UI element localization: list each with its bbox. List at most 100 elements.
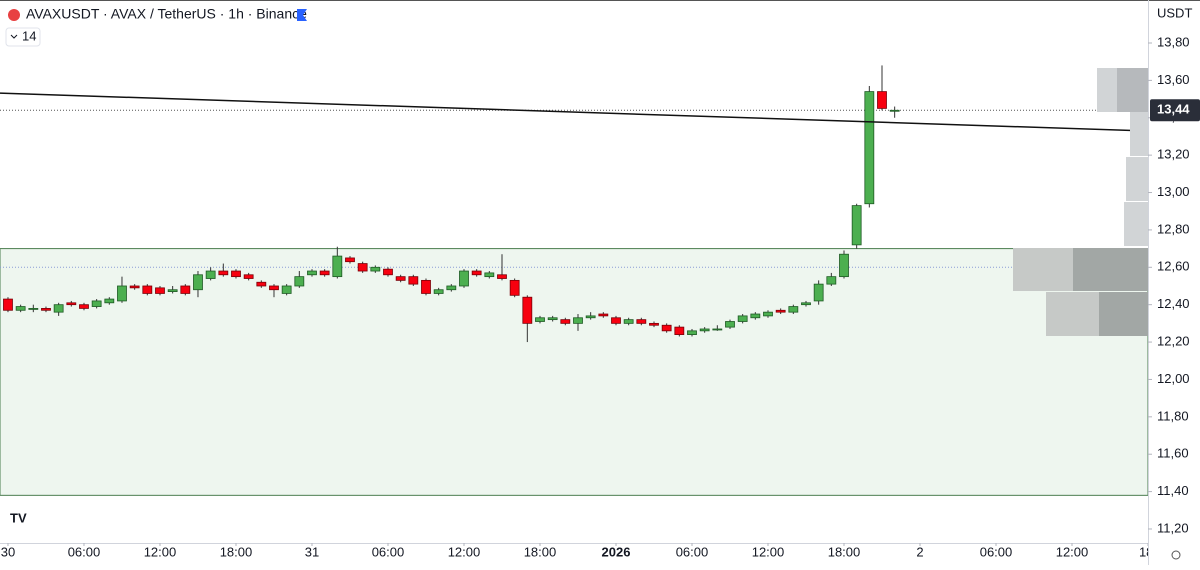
candle-body [256, 281, 267, 287]
candle-body [623, 319, 634, 324]
chevron [10, 34, 18, 39]
candle-body [750, 313, 761, 319]
candle-body [598, 313, 609, 317]
candle-body [535, 317, 545, 322]
candle-body [725, 321, 735, 328]
x-tick-label: 18: [1139, 544, 1157, 559]
candle-body [864, 91, 875, 205]
candle-body [218, 270, 229, 276]
currency-label: USDT [1157, 5, 1192, 20]
y-tick-label: 13,80 [1157, 34, 1190, 49]
y-tick-label: 12,00 [1157, 371, 1190, 386]
candle-body [826, 276, 837, 285]
candle-body [687, 330, 697, 335]
y-tick-label: 11,20 [1157, 520, 1189, 535]
x-tick-label: 06:00 [980, 544, 1013, 559]
candle-body [129, 285, 140, 289]
candle-body [611, 317, 621, 324]
settings-icon[interactable] [1171, 550, 1181, 560]
plot-area [0, 65, 1148, 496]
candle-body [889, 109, 900, 112]
y-tick-label: 12,60 [1157, 259, 1190, 274]
candle-body [104, 298, 115, 304]
candle-body [788, 306, 799, 313]
candle-body [674, 326, 685, 335]
indicator-box[interactable] [5, 27, 41, 47]
candle-body [357, 263, 368, 272]
candle-body [459, 270, 469, 287]
candle-body [484, 272, 495, 278]
x-tick-label: 18:00 [524, 544, 557, 559]
indicator-label: 14 [22, 28, 36, 43]
candle-body [801, 302, 811, 306]
candle-body [281, 285, 292, 294]
x-tick-label: 30 [1, 544, 15, 559]
y-tick-label: 12,20 [1157, 333, 1190, 348]
x-tick-label: 2 [916, 544, 923, 559]
candle-body [649, 322, 659, 326]
candle-body [370, 266, 381, 272]
zone [0, 248, 1148, 496]
x-tick-label: 18:00 [828, 544, 861, 559]
candle-body [307, 270, 317, 276]
candle-body [712, 328, 723, 331]
volume-profile [1013, 68, 1148, 336]
candle-body [522, 296, 533, 324]
x-tick-label: 18:00 [220, 544, 253, 559]
candle-body [699, 328, 710, 332]
y-tick-label: 11,60 [1157, 446, 1189, 461]
x-tick-label: 12:00 [1056, 544, 1089, 559]
candle-body [79, 304, 89, 309]
candle-body [877, 91, 887, 109]
candle-body [509, 279, 520, 296]
y-tick-label: 13,60 [1157, 72, 1190, 87]
candle-body [421, 279, 431, 294]
candle-body [319, 270, 330, 276]
candle-body [15, 306, 26, 311]
y-tick-label: 13,00 [1157, 184, 1190, 199]
candle-body [53, 304, 64, 313]
y-tick-label: 12,80 [1157, 221, 1190, 236]
candle-body [243, 274, 254, 279]
candle-body [66, 302, 77, 306]
candle-body [763, 311, 773, 317]
candle-body [471, 270, 482, 276]
candle-body [180, 285, 191, 294]
x-tick-label: 06:00 [372, 544, 405, 559]
symbol-title: AVAXUSDT · AVAX / TetherUS · 1h · Binanc… [26, 6, 307, 22]
candle-body [117, 285, 127, 302]
candle-body [433, 289, 444, 294]
y-tick-label: 13,20 [1157, 147, 1190, 162]
x-tick-label: 12:00 [448, 544, 481, 559]
candle-body [813, 283, 824, 302]
candle-body [345, 257, 355, 263]
candle-body [573, 317, 583, 324]
x-tick-label: 12:00 [752, 544, 785, 559]
x-tick-label: 2026 [602, 544, 631, 559]
candle-body [142, 285, 153, 294]
candle-body [395, 276, 406, 281]
x-tick-label: 06:00 [676, 544, 709, 559]
candle-body [839, 253, 849, 278]
candle-body [636, 319, 647, 324]
candle-body [231, 270, 241, 278]
candle-body [408, 276, 419, 285]
candle-body [560, 319, 571, 324]
candle-body [661, 324, 672, 332]
candle-body [737, 315, 748, 322]
candle-body [497, 274, 507, 279]
candle-body [205, 270, 216, 279]
candle-body [91, 300, 102, 307]
x-tick-label: 06:00 [68, 544, 101, 559]
candle-body [775, 309, 786, 313]
y-tick-label: 11,40 [1157, 483, 1189, 498]
candle-body [446, 285, 457, 291]
candle-body [294, 276, 305, 287]
x-tick-label: 31 [305, 544, 319, 559]
y-tick-label: 12,40 [1157, 296, 1190, 311]
trendline [0, 92, 1148, 132]
last-price-label: 13,44 [1157, 102, 1190, 117]
x-tick-label: 12:00 [144, 544, 177, 559]
candle-body [155, 287, 165, 294]
